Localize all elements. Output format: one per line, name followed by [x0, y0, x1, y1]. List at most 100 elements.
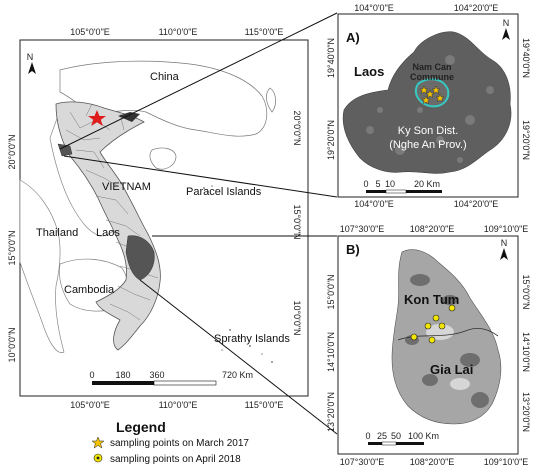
inset-b-right-tick-3: 13°20'0"N [521, 392, 531, 432]
main-north-arrow: N [27, 52, 36, 74]
inset-a-star-markers [419, 85, 445, 105]
taiwan-island [266, 87, 276, 113]
inset-a-left-tick-1: 19°40'0"N [326, 38, 336, 78]
star-marker [425, 89, 435, 99]
nghe-an-highlight [57, 143, 73, 157]
inset-b-right-tick-1: 15°0'0"N [521, 274, 531, 309]
inset-b-left-tick-3: 13°20'0"N [326, 392, 336, 432]
inset-b-top-tick-1: 107°30'0"E [340, 224, 385, 234]
label-paracel: Paracel Islands [186, 186, 262, 198]
star-marker [419, 85, 429, 95]
label-china: China [150, 71, 180, 83]
main-right-tick-3: 10°0'0"N [292, 300, 302, 335]
sampling-point [428, 336, 436, 344]
inset-b-terrain-texture [405, 274, 489, 408]
main-bottom-tick-3: 115°0'0"E [245, 400, 284, 410]
legend-star-icon [91, 436, 105, 449]
main-top-tick-1: 105°0'0"E [70, 27, 110, 37]
inset-a-scale-bar: 0 5 10 20 Km [363, 179, 442, 194]
inset-a-right-tick-1: 19°40'0"N [521, 38, 531, 78]
inset-b-top-tick-2: 108°20'0"E [410, 224, 455, 234]
main-north-label: N [27, 52, 34, 62]
main-right-tick-1: 20°0'0"N [292, 110, 302, 145]
inset-b-bottom-tick-1: 107°30'0"E [340, 457, 385, 467]
inset-a-commune-line1: Nam Can [412, 62, 451, 72]
main-right-tick-2: 15°0'0"N [292, 204, 302, 239]
inset-a-scale-10: 10 [385, 179, 395, 189]
inset-a: 104°0'0"E 104°20'0"E 104°0'0"E 104°20'0"… [326, 3, 531, 209]
label-sprathy: Sprathy Islands [214, 333, 290, 345]
hainan-island [149, 147, 177, 170]
inset-a-scale-20: 20 Km [414, 179, 440, 189]
main-scale-720: 720 Km [222, 370, 253, 380]
main-scale-0: 0 [89, 370, 94, 380]
vietnam-province-lines [65, 103, 159, 321]
inset-a-scale-0: 0 [363, 179, 368, 189]
nam-can-commune-outline [414, 78, 450, 108]
main-scale-bar: 0 180 360 720 Km [89, 370, 253, 386]
kontum-gialai-highlight [125, 235, 155, 281]
islands-dots [203, 185, 273, 363]
inset-b-north-arrow: N [500, 238, 508, 260]
legend-item-march-2017: sampling points on March 2017 [110, 438, 249, 449]
inset-b-bottom-tick-2: 108°20'0"E [410, 457, 455, 467]
inset-b-scale-0: 0 [365, 431, 370, 441]
legend: Legend sampling points on March 2017 sam… [91, 419, 249, 465]
inset-b-right-tick-2: 14°10'0"N [521, 332, 531, 372]
label-cambodia: Cambodia [64, 284, 115, 296]
legend-title: Legend [116, 419, 166, 435]
vietnam-shape [55, 101, 161, 351]
sampling-point [424, 322, 432, 330]
main-bottom-tick-2: 110°0'0"E [159, 400, 198, 410]
inset-a-north-arrow: N [502, 18, 510, 40]
inset-b-scale-50: 50 [391, 431, 401, 441]
sampling-point [432, 314, 440, 322]
inset-b: 107°30'0"E 108°20'0"E 109°10'0"E 107°30'… [326, 224, 531, 467]
legend-item-april-2018: sampling points on April 2018 [110, 454, 241, 465]
main-left-tick-2: 15°0'0"N [7, 230, 17, 265]
inset-a-north-label: N [503, 18, 510, 28]
main-top-tick-3: 115°0'0"E [245, 27, 284, 37]
inset-b-top-tick-3: 109°10'0"E [484, 224, 529, 234]
label-thailand: Thailand [36, 227, 78, 239]
inset-a-right-tick-2: 19°20'0"N [521, 120, 531, 160]
inset-a-label-laos: Laos [354, 64, 384, 79]
inset-a-district-line2: (Nghe An Prov.) [389, 139, 466, 151]
inset-b-sampling-circles [410, 304, 456, 344]
main-bottom-tick-1: 105°0'0"E [70, 400, 110, 410]
inset-b-scale-25: 25 [377, 431, 387, 441]
inset-b-label-kontum: Kon Tum [404, 292, 459, 307]
sampling-point [410, 333, 418, 341]
inset-a-terrain-texture [366, 55, 494, 163]
label-laos: Laos [96, 227, 120, 239]
inset-b-north-label: N [501, 238, 508, 248]
main-scale-180: 180 [115, 370, 130, 380]
red-river-delta-coast [118, 112, 140, 122]
inset-a-panel-label: A) [346, 30, 360, 45]
legend-circle-center [96, 456, 100, 460]
star-marker [421, 95, 431, 105]
inset-a-district-line1: Ky Son Dist. [398, 125, 459, 137]
inset-b-scale-100: 100 Km [408, 431, 439, 441]
inset-b-label-gialai: Gia Lai [430, 362, 473, 377]
main-map: 105°0'0"E 110°0'0"E 115°0'0"E 105°0'0"E … [7, 27, 309, 410]
star-marker [435, 93, 445, 103]
inset-a-commune-line2: Commune [410, 72, 454, 82]
sampling-point [438, 322, 446, 330]
main-left-tick-3: 10°0'0"N [7, 327, 17, 362]
thailand-outline [19, 179, 65, 353]
inset-a-top-tick-1: 104°0'0"E [354, 3, 394, 13]
inset-b-left-tick-1: 15°0'0"N [326, 274, 336, 309]
sampling-point [448, 304, 456, 312]
inset-b-scale-bar: 0 25 50 100 Km [365, 431, 439, 446]
inset-a-left-tick-2: 19°20'0"N [326, 120, 336, 160]
inset-connector-lines [59, 12, 338, 435]
main-left-tick-1: 20°0'0"N [7, 134, 17, 169]
hanoi-star-marker [88, 110, 106, 126]
inset-b-bottom-tick-3: 109°10'0"E [484, 457, 529, 467]
inset-a-bottom-tick-2: 104°20'0"E [454, 199, 499, 209]
inset-a-scale-5: 5 [375, 179, 380, 189]
main-top-tick-2: 110°0'0"E [159, 27, 198, 37]
main-scale-360: 360 [149, 370, 164, 380]
